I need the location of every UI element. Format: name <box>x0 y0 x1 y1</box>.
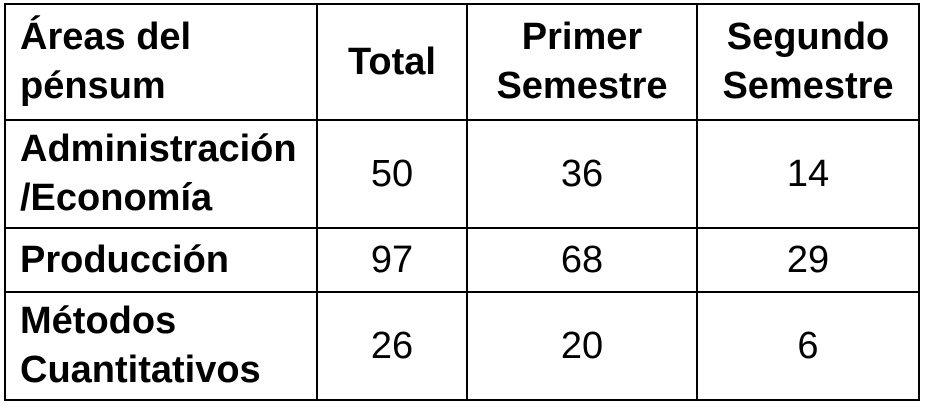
row-area-label: Administración /Economía <box>4 119 318 229</box>
header-total: Total <box>316 3 468 121</box>
table-row: Administración /Economía 50 36 14 <box>4 119 920 229</box>
row-area-label: Métodos Cuantitativos <box>4 291 318 401</box>
header-second-semester: Segundo Semestre <box>696 3 920 121</box>
table-row: Métodos Cuantitativos 26 20 6 <box>4 291 920 401</box>
header-first-semester: Primer Semestre <box>466 3 698 121</box>
curriculum-table: Áreas del pénsum Total Primer Semestre S… <box>4 3 920 401</box>
row-total: 26 <box>316 291 468 401</box>
row-second-semester: 6 <box>696 291 920 401</box>
table-header-row: Áreas del pénsum Total Primer Semestre S… <box>4 3 920 121</box>
row-first-semester: 20 <box>466 291 698 401</box>
row-total: 50 <box>316 119 468 229</box>
table-container: Áreas del pénsum Total Primer Semestre S… <box>4 3 920 401</box>
row-first-semester: 68 <box>466 227 698 293</box>
row-second-semester: 29 <box>696 227 920 293</box>
row-first-semester: 36 <box>466 119 698 229</box>
table-row: Producción 97 68 29 <box>4 227 920 293</box>
row-area-label: Producción <box>4 227 318 293</box>
header-areas: Áreas del pénsum <box>4 3 318 121</box>
row-second-semester: 14 <box>696 119 920 229</box>
row-total: 97 <box>316 227 468 293</box>
